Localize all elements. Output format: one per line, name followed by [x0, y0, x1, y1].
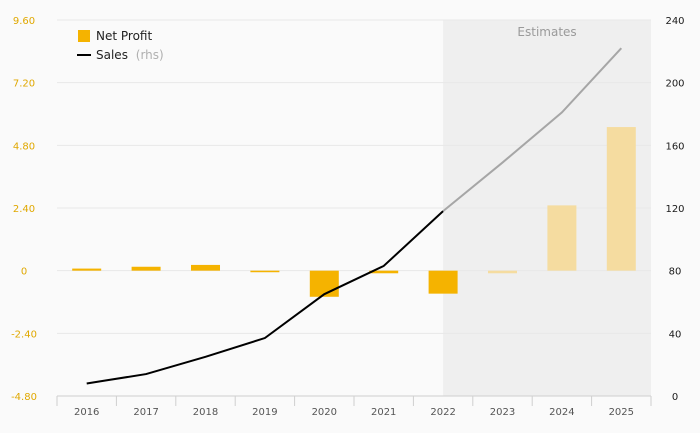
x-axis-tick-label: 2016	[74, 407, 99, 418]
left-axis-tick-label: 9.60	[13, 16, 35, 27]
left-axis-tick-label: -4.80	[11, 392, 37, 403]
x-axis-tick-label: 2021	[371, 407, 396, 418]
x-axis-tick-label: 2020	[312, 407, 337, 418]
net-profit-bars	[72, 127, 636, 297]
sales-line	[86, 47, 623, 385]
right-axis-tick-label: 200	[665, 79, 684, 90]
x-axis-tick-label: 2025	[609, 407, 634, 418]
legend-sales-label: Sales (rhs)	[96, 48, 164, 62]
x-axis-tick-label: 2024	[549, 407, 574, 418]
estimates-label: Estimates	[517, 25, 576, 39]
legend-sales-suffix: (rhs)	[136, 48, 164, 62]
net-profit-bar	[606, 127, 636, 271]
right-axis-tick-label: 160	[665, 141, 684, 152]
net-profit-bar	[72, 268, 102, 271]
net-profit-bar	[428, 270, 458, 294]
left-axis: -4.80 -2.40 0 2.40 4.80 7.20 9.60	[11, 16, 37, 403]
x-axis: 2016 2017 2018 2019 2020 2021 2022 2023 2024 2025	[56, 395, 652, 418]
left-axis-tick-label: 2.40	[13, 204, 35, 215]
right-axis-tick-label: 120	[665, 204, 684, 215]
x-axis-tick-label: 2018	[193, 407, 218, 418]
sales-line-actual	[86, 210, 444, 385]
net-profit-bar	[488, 270, 517, 274]
sales-line-estimate	[442, 47, 623, 212]
x-axis-tick-label: 2017	[133, 407, 158, 418]
net-profit-bar	[250, 270, 280, 273]
legend-sales-name: Sales	[96, 48, 128, 62]
right-axis-tick-label: 40	[669, 329, 682, 340]
legend-net-profit-label: Net Profit	[96, 29, 152, 43]
left-axis-tick-label: 4.80	[13, 141, 35, 152]
left-axis-tick-label: 7.20	[13, 79, 35, 90]
legend-net-profit-swatch	[78, 30, 90, 42]
right-axis: 0 40 80 120 160 200 240	[665, 16, 684, 403]
net-profit-bar	[547, 205, 577, 271]
legend: Net Profit Sales (rhs)	[77, 29, 164, 62]
left-axis-tick-label: -2.40	[11, 329, 37, 340]
x-axis-tick-label: 2023	[490, 407, 515, 418]
right-axis-tick-label: 0	[672, 392, 678, 403]
left-axis-tick-label: 0	[21, 267, 27, 278]
right-axis-tick-label: 80	[669, 267, 682, 278]
net-profit-bar	[369, 270, 399, 274]
net-profit-bar	[191, 264, 220, 271]
right-axis-tick-label: 240	[665, 16, 684, 27]
x-axis-tick-label: 2019	[252, 407, 277, 418]
net-profit-bar	[309, 270, 339, 297]
net-profit-bar	[131, 266, 161, 271]
x-axis-tick-label: 2022	[430, 407, 455, 418]
